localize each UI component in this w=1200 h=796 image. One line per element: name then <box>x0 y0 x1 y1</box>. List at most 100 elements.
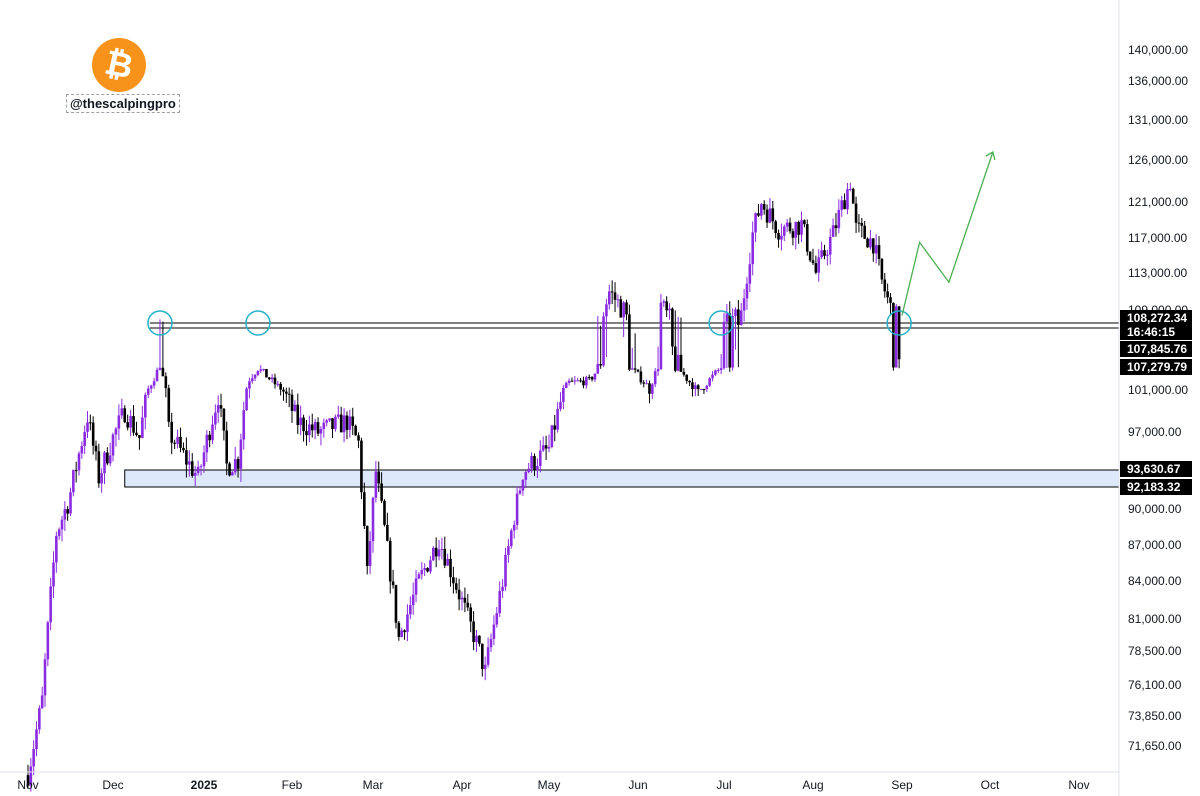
candle[interactable] <box>103 451 106 485</box>
candle[interactable] <box>72 469 75 497</box>
candle[interactable] <box>250 374 254 384</box>
candle[interactable] <box>236 456 240 478</box>
candle[interactable] <box>339 406 343 433</box>
candle[interactable] <box>91 416 95 455</box>
candle[interactable] <box>521 479 525 496</box>
candle[interactable] <box>120 398 124 419</box>
candle[interactable] <box>429 556 432 574</box>
candle[interactable] <box>748 252 752 293</box>
candle[interactable] <box>208 430 211 448</box>
candle[interactable] <box>55 531 58 573</box>
candle[interactable] <box>417 572 421 580</box>
candle[interactable] <box>495 607 499 628</box>
candle[interactable] <box>443 536 447 569</box>
candle[interactable] <box>170 412 174 455</box>
price-tag-line[interactable]: 107,279.79 <box>1120 359 1192 375</box>
candle[interactable] <box>216 395 220 423</box>
candle[interactable] <box>452 566 455 594</box>
candle[interactable] <box>639 366 643 385</box>
candle[interactable] <box>449 549 452 587</box>
candle[interactable] <box>659 293 663 370</box>
candle[interactable] <box>547 434 551 453</box>
candle[interactable] <box>625 299 628 321</box>
candle[interactable] <box>322 418 326 438</box>
candle[interactable] <box>267 377 271 381</box>
candle[interactable] <box>874 234 878 264</box>
candle[interactable] <box>734 307 737 350</box>
candle[interactable] <box>138 434 141 450</box>
candle[interactable] <box>828 228 832 265</box>
touch-circle-2[interactable] <box>245 310 271 336</box>
candle[interactable] <box>573 375 577 385</box>
candle[interactable] <box>74 461 78 483</box>
candle[interactable] <box>336 405 340 419</box>
candle[interactable] <box>883 272 887 298</box>
candle[interactable] <box>259 365 263 374</box>
candle[interactable] <box>279 382 282 396</box>
projection-path[interactable] <box>901 151 994 316</box>
candle[interactable] <box>460 591 464 611</box>
candle[interactable] <box>437 539 441 561</box>
candle[interactable] <box>141 406 144 439</box>
candle[interactable] <box>38 705 41 734</box>
candle[interactable] <box>239 433 243 482</box>
candle[interactable] <box>431 546 435 561</box>
candle[interactable] <box>365 525 369 575</box>
candle[interactable] <box>556 402 559 433</box>
candle[interactable] <box>814 255 818 275</box>
candle[interactable] <box>894 303 898 368</box>
price-tag-zone[interactable]: 92,183.32 <box>1120 479 1192 495</box>
candle[interactable] <box>619 295 623 318</box>
candle[interactable] <box>472 611 475 651</box>
price-tag-line[interactable]: 108,272.34 <box>1120 310 1192 326</box>
candle[interactable] <box>811 248 815 265</box>
candle[interactable] <box>590 376 594 382</box>
candle[interactable] <box>35 721 38 757</box>
candle[interactable] <box>290 389 294 423</box>
candle[interactable] <box>716 368 720 374</box>
candle[interactable] <box>673 310 677 373</box>
candle[interactable] <box>544 435 548 461</box>
candle[interactable] <box>846 183 849 215</box>
candle[interactable] <box>57 527 61 540</box>
candle[interactable] <box>475 630 478 652</box>
candle[interactable] <box>662 299 666 307</box>
candle[interactable] <box>834 213 838 237</box>
candle[interactable] <box>63 501 67 531</box>
candle[interactable] <box>158 319 162 371</box>
candle[interactable] <box>854 196 858 234</box>
candle[interactable] <box>328 418 331 422</box>
candle[interactable] <box>386 512 389 542</box>
candle[interactable] <box>132 405 135 436</box>
candle[interactable] <box>94 440 98 461</box>
candle[interactable] <box>694 382 697 397</box>
candle[interactable] <box>46 620 50 667</box>
candle[interactable] <box>242 401 246 450</box>
candle[interactable] <box>371 496 375 553</box>
candle[interactable] <box>722 312 726 370</box>
candle[interactable] <box>765 204 769 228</box>
candle[interactable] <box>889 293 892 314</box>
candle[interactable] <box>682 368 686 377</box>
candle[interactable] <box>111 432 115 462</box>
candle[interactable] <box>196 460 200 476</box>
candle[interactable] <box>400 627 404 638</box>
candle[interactable] <box>403 629 406 640</box>
candle[interactable] <box>696 384 700 396</box>
candle[interactable] <box>446 553 449 566</box>
candle[interactable] <box>877 236 881 266</box>
candle[interactable] <box>466 594 470 612</box>
candle[interactable] <box>348 409 352 438</box>
candle[interactable] <box>193 465 197 487</box>
candle[interactable] <box>262 368 265 372</box>
candle[interactable] <box>253 373 257 382</box>
candle[interactable] <box>190 453 194 478</box>
candle[interactable] <box>434 537 438 568</box>
candle[interactable] <box>880 258 884 284</box>
candle[interactable] <box>553 414 557 442</box>
candle[interactable] <box>316 417 320 437</box>
candle[interactable] <box>483 656 487 681</box>
candle[interactable] <box>397 620 401 641</box>
candle[interactable] <box>383 499 386 527</box>
